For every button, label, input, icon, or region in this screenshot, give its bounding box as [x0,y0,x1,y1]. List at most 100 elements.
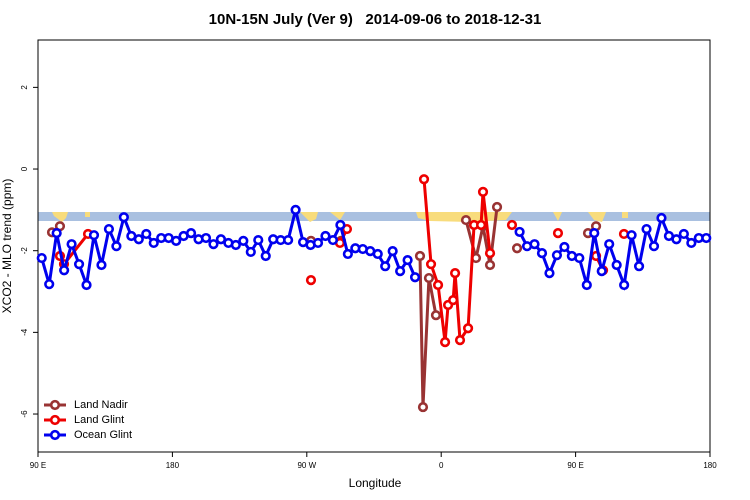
data-point [574,252,585,264]
data-point [409,272,421,283]
land-patch [553,212,562,221]
data-point [111,241,122,252]
x-tick-label: 90 E [567,461,583,470]
x-tick-label: 0 [439,461,444,470]
data-point [589,228,600,239]
data-point [290,204,301,215]
data-point [430,310,442,321]
data-point [641,223,652,235]
data-point [619,279,630,291]
y-axis-label: XCO2 - MLO trend (ppm) [0,179,14,314]
data-point [342,248,353,260]
data-point [448,295,459,306]
land-patch [588,212,606,222]
data-point [462,323,474,334]
chart-title: 10N-15N July (Ver 9) 2014-09-06 to 2018-… [209,11,542,28]
data-point [460,214,472,226]
data-point [423,272,435,284]
data-point [552,228,564,239]
coverage-band [38,212,710,222]
land-patch [622,212,628,218]
y-tick-label: -6 [20,410,29,418]
data-point [506,219,518,231]
data-point [439,337,451,348]
data-point [118,212,129,223]
x-tick-label: 90 E [30,461,46,470]
data-point [484,248,496,259]
data-point [253,234,264,246]
land-patch [330,212,345,220]
data-point [372,248,383,260]
legend-label: Land Nadir [74,399,128,411]
data-point [305,274,317,286]
y-tick-label: -4 [20,328,29,336]
data-point [380,261,391,272]
data-point [454,335,466,346]
x-tick-label: 180 [166,461,180,470]
data-point [418,174,430,185]
data-point [604,239,615,250]
data-point [671,234,682,245]
data-point [230,239,241,251]
data-point [618,228,630,240]
data-point [44,279,55,290]
data-point [200,232,212,244]
data-point [327,234,339,246]
data-point [470,252,482,264]
data-point [581,279,592,291]
data-point [36,252,47,264]
legend-marker [49,414,61,426]
data-point [96,259,107,271]
data-point [701,232,712,244]
data-point [260,250,271,262]
data-point [103,223,115,235]
data-point [611,259,622,271]
y-tick-label: 2 [20,85,29,90]
data-point [283,234,294,246]
plot-frame [37,39,711,453]
data-point [148,237,159,249]
data-point [477,186,489,197]
x-tick-label: 90 W [297,461,316,470]
data-point [185,228,197,239]
legend: Land Nadir Land Glint Ocean Glint [44,399,132,441]
ocean-band [38,212,710,221]
legend-marker [49,399,61,411]
data-point [208,239,219,250]
data-point [395,266,406,277]
x-tick-label: 180 [703,461,717,470]
data-point [133,234,144,245]
data-point [81,279,92,291]
data-point [633,261,645,272]
data-point [656,212,667,224]
data-point [559,241,570,253]
data-point [59,265,70,276]
legend-label: Land Glint [74,414,124,426]
data-point [596,266,607,277]
data-point [544,268,555,279]
data-point [626,230,637,241]
data-point [312,237,324,249]
land-patch [300,212,318,222]
data-point [141,228,152,240]
data-point [484,259,496,271]
data-point [66,239,77,250]
land-mask [52,212,628,222]
data-point [238,235,249,246]
data-point [514,226,525,238]
data-point [417,401,429,413]
data-point [425,259,437,270]
data-point [432,279,444,291]
data-point [511,243,523,254]
data-point [648,241,660,252]
data-point [678,228,689,240]
land-patch [85,212,90,217]
data-point [686,237,697,249]
y-tick-label: 0 [20,166,29,171]
data-point [73,259,85,270]
data-point [215,234,227,245]
data-point [491,201,503,213]
land-patch [52,212,68,222]
data-point [402,254,413,266]
